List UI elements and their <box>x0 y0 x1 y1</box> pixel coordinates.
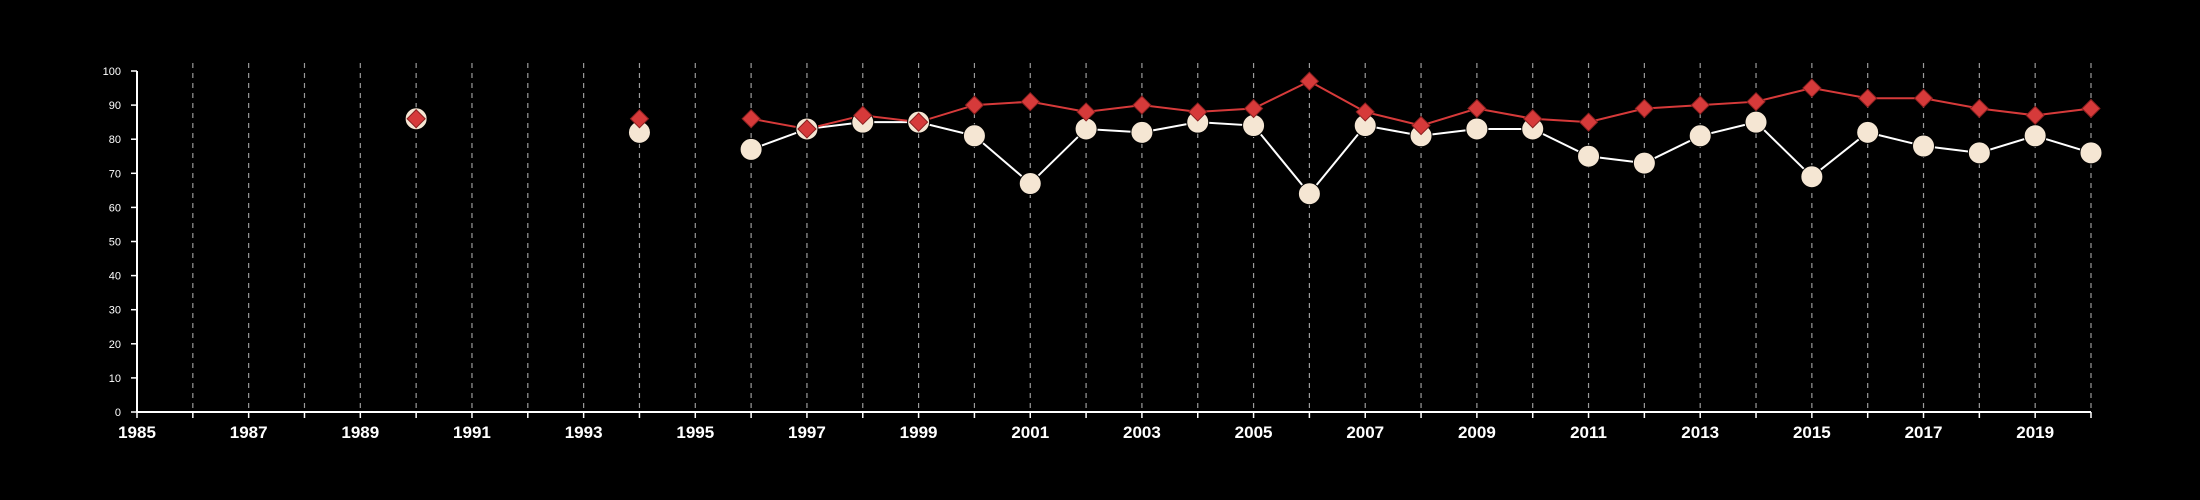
circle-point <box>1465 117 1489 141</box>
diamond-point <box>741 109 761 129</box>
x-tick-label: 1989 <box>341 423 379 442</box>
y-tick-label: 60 <box>109 202 121 214</box>
diamond-point <box>908 112 929 132</box>
diamond-point <box>1188 102 1208 122</box>
diamond-point <box>1969 98 1990 119</box>
diamond-point <box>629 109 650 129</box>
x-tick-label: 2009 <box>1458 423 1496 442</box>
y-tick-label: 10 <box>109 373 121 385</box>
circle-point <box>962 124 986 148</box>
x-tick-label: 2015 <box>1793 423 1831 442</box>
y-tick-label: 90 <box>109 100 121 112</box>
circle-point <box>1800 165 1824 189</box>
x-tick-label: 1993 <box>565 423 603 442</box>
x-tick-label: 2005 <box>1235 423 1273 442</box>
circle-point <box>1018 172 1042 196</box>
x-tick-label: 1991 <box>453 423 491 442</box>
circle-point <box>1130 120 1154 144</box>
y-tick-label: 100 <box>103 66 121 78</box>
circle-point <box>1744 110 1768 134</box>
axes: 0 10 20 30 40 50 60 70 80 90 100 1985 1987 1989 1991 19… <box>103 66 2092 442</box>
y-tick-label: 50 <box>109 237 121 249</box>
x-tick-label: 1987 <box>230 423 268 442</box>
x-tick-label: 2011 <box>1570 423 1607 442</box>
x-tick-label: 2003 <box>1123 423 1161 442</box>
x-tick-label: 1999 <box>900 423 938 442</box>
x-tick-label: 1985 <box>118 423 156 442</box>
x-tick-label: 1997 <box>788 423 826 442</box>
diamond-point <box>406 109 426 129</box>
y-tick-label: 70 <box>109 168 121 180</box>
circle-point <box>1688 124 1712 148</box>
diamond-point <box>1411 115 1431 136</box>
diamond-point <box>964 95 985 115</box>
grid <box>192 63 2092 412</box>
diamond-point <box>1857 88 1878 108</box>
diamond-point <box>1299 71 1320 91</box>
diamond-point <box>1076 102 1096 122</box>
diamond-point <box>1578 112 1599 132</box>
y-tick-label: 20 <box>109 339 121 351</box>
circle-point <box>1912 134 1936 158</box>
diamond-point <box>1634 98 1655 119</box>
circle-point <box>1297 182 1321 206</box>
series-group <box>404 71 2103 206</box>
circle-point <box>1632 151 1656 175</box>
y-tick-label: 30 <box>109 305 121 317</box>
circle-point <box>1577 144 1601 168</box>
circle-point <box>2023 124 2047 148</box>
circle-point <box>2079 141 2103 165</box>
diamond-point <box>1802 78 1822 98</box>
diamond-point <box>1020 91 1040 112</box>
diamond-point <box>1355 102 1375 122</box>
diamond-point <box>1243 98 1264 119</box>
diamond-point <box>1913 88 1934 108</box>
diamond-point <box>1523 109 1543 129</box>
y-tick-label: 80 <box>109 134 121 146</box>
y-tick-label: 0 <box>115 407 121 419</box>
x-tick-label: 2019 <box>2016 423 2054 442</box>
x-tick-label: 2017 <box>1905 423 1943 442</box>
diamond-point <box>1132 95 1152 115</box>
diamond-point <box>797 119 817 139</box>
circle-point <box>1856 120 1880 144</box>
x-tick-label: 2001 <box>1011 423 1049 442</box>
circle-point <box>739 137 763 161</box>
diamond-point <box>2081 98 2101 119</box>
x-tick-label: 2007 <box>1346 423 1384 442</box>
diamond-point <box>1467 98 1487 119</box>
x-tick-label: 2013 <box>1681 423 1719 442</box>
diamond-point <box>1690 95 1710 115</box>
diamond-point <box>853 105 873 126</box>
x-tick-label: 1995 <box>676 423 714 442</box>
y-tick-label: 40 <box>109 271 121 283</box>
diamond-point <box>2025 105 2045 126</box>
circle-point <box>1967 141 1991 165</box>
diamond-point <box>1746 91 1766 112</box>
